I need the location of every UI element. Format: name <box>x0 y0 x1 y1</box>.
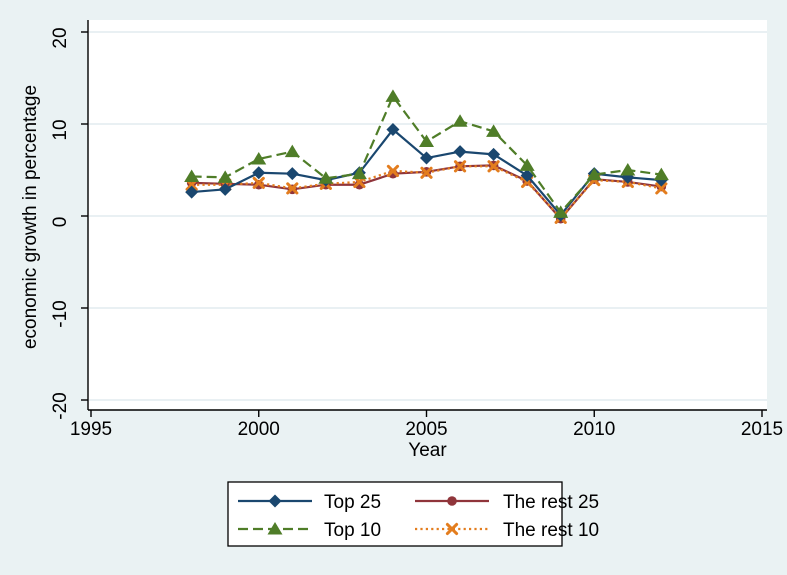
x-tick-label-2015: 2015 <box>741 419 783 440</box>
legend-item-the-rest-25: The rest 25 <box>415 492 599 513</box>
y-tick-label-0: 0 <box>50 217 71 228</box>
marker-the-rest-10-2012 <box>655 182 668 195</box>
y-tick-label--10: -10 <box>50 300 71 327</box>
legend-label-top-25: Top 25 <box>324 492 381 513</box>
legend: Top 25 The rest 25 Top 10 The rest 10 <box>227 481 599 547</box>
legend-marker-top-10 <box>267 522 283 535</box>
marker-top-25-2000 <box>252 166 266 180</box>
x-stroke <box>252 176 265 189</box>
x-stroke <box>487 160 500 173</box>
marker-top-10-1999 <box>217 170 233 183</box>
x-stroke <box>386 164 400 178</box>
marker-top-25-2001 <box>285 167 299 181</box>
marker-the-rest-10-2000 <box>252 176 265 189</box>
marker-top-10-2012 <box>653 167 669 181</box>
marker-the-rest-10-2007 <box>487 160 500 173</box>
marker-top-25-2007 <box>487 147 501 161</box>
gridlines <box>89 31 767 401</box>
x-stroke <box>420 166 433 179</box>
x-tick-label-2005: 2005 <box>405 419 447 440</box>
marker-top-10-2007 <box>486 124 502 137</box>
legend-item-the-rest-10: The rest 10 <box>415 520 599 541</box>
marker-top-10-2003 <box>351 166 367 180</box>
y-axis-title: economic growth in percentage <box>20 85 41 349</box>
marker-top-25-2008 <box>520 169 534 183</box>
x-tick-label-2010: 2010 <box>573 419 615 440</box>
plot-area <box>88 20 767 410</box>
legend-item-top-10: Top 10 <box>238 520 381 541</box>
x-tick-label-2000: 2000 <box>238 419 280 440</box>
marker-top-10-2005 <box>419 134 434 147</box>
y-tick-label-10: 10 <box>50 119 71 140</box>
marker-top-25-2004 <box>386 123 400 137</box>
marker-top-10-2011 <box>620 163 636 176</box>
x-tick-label-1995: 1995 <box>70 419 112 440</box>
marker-top-10-2009 <box>553 205 569 218</box>
x-stroke <box>286 182 299 195</box>
marker-top-10-2001 <box>284 144 300 158</box>
marker-top-10-2004 <box>385 89 401 102</box>
axes: -20 -10 0 10 20 1995 2000 2005 2010 2015 <box>50 20 783 440</box>
legend-label-the-rest-10: The rest 10 <box>503 520 599 541</box>
legend-marker-the-rest-25 <box>447 496 457 506</box>
legend-box <box>227 481 563 547</box>
x-stroke <box>655 182 668 195</box>
y-tick-label-20: 20 <box>50 27 71 48</box>
legend-label-the-rest-25: The rest 25 <box>503 492 599 513</box>
x-axis-title: Year <box>408 440 447 461</box>
y-tick-label--20: -20 <box>50 392 71 419</box>
legend-marker-the-rest-10 <box>445 522 459 536</box>
marker-top-10-1998 <box>184 169 200 182</box>
marker-top-10-2010 <box>586 167 602 181</box>
marker-top-25-1998 <box>185 185 199 199</box>
marker-the-rest-10-2006 <box>453 160 467 173</box>
marker-top-10-2008 <box>519 158 535 171</box>
marker-top-25-1999 <box>218 182 232 196</box>
legend-marker-top-25 <box>268 494 282 508</box>
legend-item-top-25: Top 25 <box>238 492 381 513</box>
marker-top-10-2006 <box>452 114 468 127</box>
marker-top-10-2000 <box>251 151 267 165</box>
marker-top-25-2005 <box>420 151 433 165</box>
legend-label-top-10: Top 10 <box>324 520 381 541</box>
marker-the-rest-10-2001 <box>286 182 299 195</box>
marker-top-25-2006 <box>453 145 467 159</box>
series-top-10 <box>184 89 669 218</box>
marker-the-rest-10-2005 <box>420 166 433 179</box>
x-stroke <box>453 160 467 173</box>
marker-the-rest-10-2004 <box>386 164 400 178</box>
marker-top-10-2002 <box>318 171 334 184</box>
x-stroke <box>445 522 459 536</box>
